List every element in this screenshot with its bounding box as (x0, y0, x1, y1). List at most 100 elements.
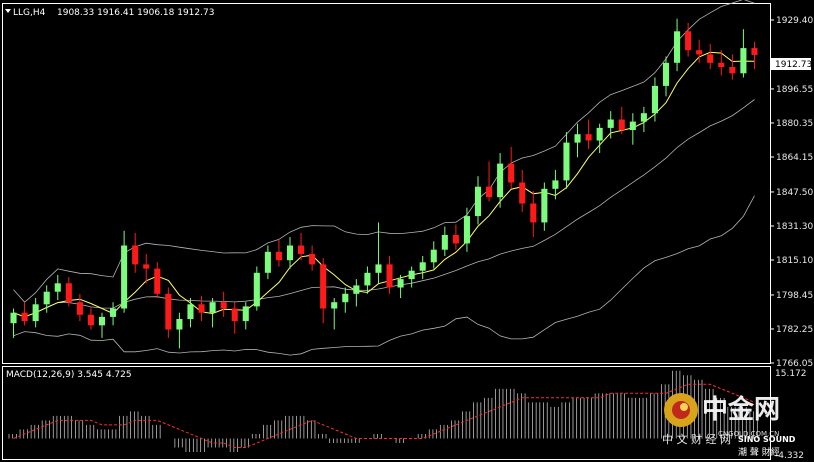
macd-signal-line (13, 383, 755, 448)
candle-body (662, 62, 670, 86)
macd-top-tick: 15.172 (775, 369, 807, 379)
candle-body (286, 245, 294, 261)
candle-body (275, 251, 282, 261)
candle-body (198, 304, 205, 313)
candle-body (253, 272, 260, 307)
candle-body (375, 264, 382, 273)
candle-body (552, 180, 559, 189)
symbol-dropdown-icon[interactable] (5, 9, 11, 13)
candle-body (718, 62, 725, 68)
price-axis: 1929.40 1896.55 1880.35 1864.15 1847.50 1831.… (770, 16, 813, 369)
candle-body (707, 54, 714, 63)
candle-body (21, 312, 28, 322)
candle-body (132, 245, 139, 265)
candle-body (154, 268, 161, 294)
candle-body (76, 302, 83, 315)
candle-body (220, 302, 227, 309)
candle-body (751, 48, 758, 55)
candle-body (696, 50, 703, 55)
watermark-brand-sub: 中 文 财 经 网 (662, 432, 731, 446)
candle-body (419, 262, 426, 271)
candle-body (430, 249, 437, 263)
candle-body (607, 119, 614, 128)
candles (10, 18, 758, 349)
price-tick-label: 1929.40 (776, 16, 813, 26)
candle-body (32, 304, 39, 322)
candle-body (740, 48, 747, 74)
candle-body (463, 216, 470, 244)
price-tick-label: 1782.25 (776, 325, 813, 335)
candle-body (320, 264, 327, 309)
candle-body (98, 316, 106, 326)
candle-body (474, 186, 482, 217)
candle-body (43, 291, 50, 305)
candle-body (629, 121, 636, 131)
candle-body (530, 203, 537, 223)
watermark-partner: SINO SOUND (738, 435, 796, 444)
symbol-label: LLG,H4 (13, 8, 46, 18)
candle-body (651, 85, 658, 114)
candle-body (342, 293, 349, 303)
candle-body (10, 312, 17, 324)
candle-body (729, 67, 736, 74)
candle-body (563, 142, 570, 181)
candle-body (364, 272, 371, 286)
candle-body (143, 264, 150, 269)
candle-body (176, 319, 183, 330)
candle-body (165, 293, 172, 330)
price-tick-label: 1864.15 (776, 153, 813, 163)
price-tick-label: 1798.45 (776, 291, 813, 301)
watermark-brand: 中金网 (702, 394, 780, 425)
cngold-watermark: 中金网 中 文 财 经 网 CNGOLD.COM.CN SINO SOUND 潮… (662, 393, 796, 458)
price-tick-label: 1880.35 (776, 119, 813, 129)
candle-body (121, 245, 128, 309)
macd-bottom-tick: -4.332 (775, 451, 804, 461)
candle-body (264, 251, 271, 273)
candle-body (596, 127, 603, 141)
price-tick-label: 1815.10 (776, 256, 813, 266)
candle-body (508, 163, 515, 183)
price-tick-label: 1847.50 (776, 188, 813, 198)
candle-body (87, 314, 94, 326)
candle-body (541, 188, 548, 223)
candle-body (187, 304, 194, 320)
candle-body (486, 186, 493, 198)
candle-body (408, 270, 415, 280)
candle-body (65, 283, 72, 303)
candle-body (640, 113, 647, 122)
candle-body (685, 31, 692, 51)
current-price-label: 1912.73 (775, 60, 812, 70)
candle-body (497, 163, 504, 198)
candle-body (209, 302, 216, 313)
candle-body (386, 264, 393, 288)
candle-body (585, 134, 592, 141)
candle-body (242, 306, 249, 322)
candle-body (519, 182, 526, 204)
macd-panel-frame (2, 366, 771, 460)
macd-indicator (8, 370, 758, 452)
candle-body (331, 302, 338, 309)
watermark-url: CNGOLD.COM.CN (718, 430, 779, 438)
candle-body (574, 134, 581, 143)
price-tick-label: 1766.05 (776, 359, 813, 369)
candle-body (441, 235, 448, 250)
price-panel-frame (2, 3, 771, 364)
current-price-marker: 1912.73 (771, 58, 812, 70)
price-tick-label: 1831.30 (776, 222, 813, 232)
candle-body (397, 279, 404, 288)
bollinger-middle-line (13, 99, 755, 318)
candle-body (309, 253, 316, 265)
price-tick-label: 1896.55 (776, 85, 813, 95)
candle-body (674, 31, 681, 63)
candle-body (110, 308, 117, 317)
candle-body (298, 245, 305, 254)
candle-body (618, 119, 625, 131)
candle-body (231, 308, 238, 322)
candle-body (54, 283, 61, 292)
candle-body (353, 285, 360, 294)
ohlc-readout: 1908.33 1916.41 1906.18 1912.73 (57, 8, 214, 18)
bollinger-lower-line (13, 195, 755, 356)
candle-body (452, 235, 459, 244)
macd-label: MACD(12,26,9) 3.545 4.725 (6, 370, 132, 380)
